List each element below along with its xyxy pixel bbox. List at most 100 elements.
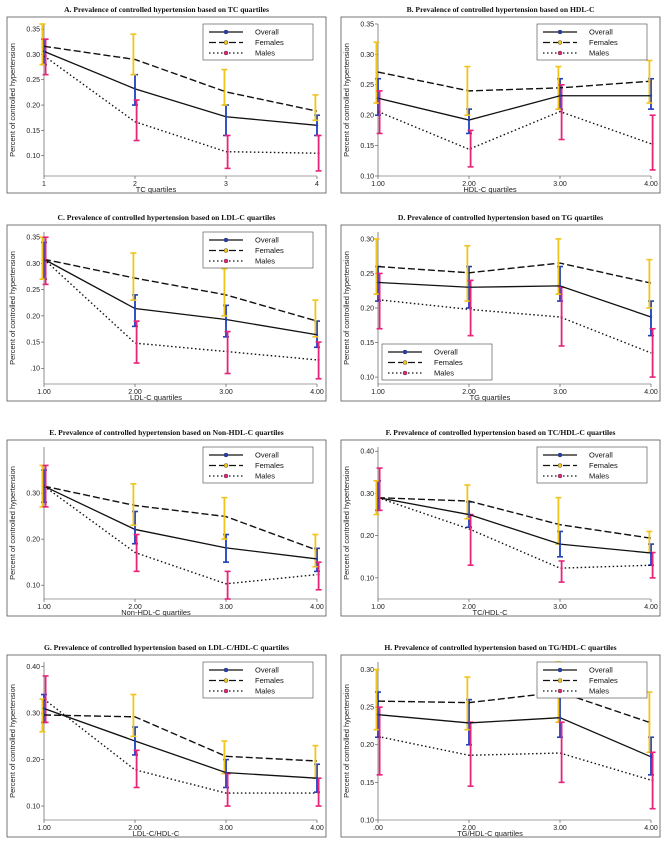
- chart-panel-f: F. Prevalence of controlled hypertension…: [340, 428, 661, 617]
- series-line-males: [43, 698, 317, 794]
- legend-label-males: Males: [255, 49, 275, 58]
- data-point-males: [226, 791, 229, 795]
- data-point-overall: [558, 716, 562, 719]
- data-point-males: [317, 152, 320, 155]
- legend-marker-overall: [557, 667, 563, 673]
- x-tick-label: 1: [42, 181, 46, 188]
- legend-label-overall: Overall: [255, 451, 279, 460]
- y-tick-label: 0.25: [360, 705, 374, 712]
- legend-label-overall: Overall: [589, 666, 613, 675]
- x-axis-label: TG/HDL-C quartiles: [457, 829, 523, 838]
- y-tick-label: 0.20: [26, 537, 40, 544]
- y-tick-label: 0.20: [26, 757, 40, 764]
- data-point-overall: [315, 557, 319, 561]
- x-tick-label: 4.00: [310, 604, 324, 611]
- chart-panel-c: C. Prevalence of controlled hypertension…: [6, 213, 327, 402]
- legend-marker-overall: [223, 237, 229, 243]
- data-point-females: [314, 759, 317, 763]
- data-point-females: [132, 58, 135, 61]
- data-point-males: [135, 341, 138, 345]
- x-tick-label: 1.00: [371, 181, 385, 188]
- x-tick-label: 3.00: [553, 604, 567, 611]
- data-point-females: [223, 90, 226, 94]
- chart-panel-a: A. Prevalence of controlled hypertension…: [6, 5, 327, 194]
- x-axis-label: LDL-C/HDL-C: [133, 829, 180, 838]
- panel-frame: [6, 16, 327, 194]
- legend-label-females: Females: [255, 246, 284, 255]
- legend-label-overall: Overall: [434, 348, 458, 357]
- legend-marker-females: [402, 360, 408, 365]
- x-tick-label: 1.00: [37, 389, 51, 396]
- legend-marker-females: [223, 40, 229, 45]
- y-tick-label: 0.30: [26, 52, 40, 59]
- legend-marker-females: [223, 678, 229, 683]
- y-tick-label: 0.25: [26, 77, 40, 84]
- legend-marker-males: [223, 258, 229, 264]
- panel-title: A. Prevalence of controlled hypertension…: [64, 5, 269, 14]
- y-tick-label: 0.10: [26, 583, 40, 590]
- chart-panel-h: H. Prevalence of controlled hypertension…: [340, 643, 661, 838]
- legend-marker-males: [223, 688, 229, 694]
- y-tick-label: 0.35: [26, 26, 40, 33]
- y-tick-label: 0.30: [26, 711, 40, 718]
- y-axis-label: Percent of controlled hypertension: [8, 684, 17, 798]
- legend-label-males: Males: [255, 257, 275, 266]
- data-point-males: [226, 582, 229, 585]
- y-tick-label: 0.30: [360, 236, 374, 243]
- data-point-females: [557, 86, 560, 90]
- data-point-overall: [315, 124, 319, 127]
- data-point-females: [132, 715, 135, 719]
- data-point-overall: [467, 286, 471, 289]
- data-point-females: [132, 276, 135, 280]
- y-axis-label: Percent of controlled hypertension: [342, 466, 351, 580]
- x-tick-label: 3.00: [219, 604, 233, 611]
- data-point-overall: [467, 721, 471, 725]
- data-point-females: [41, 45, 44, 48]
- y-tick-label: 0.10: [360, 173, 374, 180]
- chart-panel-e: E. Prevalence of controlled hypertension…: [6, 428, 327, 617]
- data-point-males: [135, 551, 138, 554]
- series-line-overall: [377, 714, 652, 758]
- legend-label-males: Males: [255, 687, 275, 696]
- series-line-males: [43, 258, 318, 361]
- series-line-females: [43, 714, 318, 762]
- panel-frame: [340, 224, 661, 402]
- data-point-females: [41, 258, 44, 261]
- x-tick-label: 2.00: [462, 604, 476, 611]
- x-axis-label: HDL-C quartiles: [463, 185, 517, 194]
- data-point-males: [226, 150, 229, 153]
- legend-label-females: Females: [255, 676, 284, 685]
- x-tick-label: 1.00: [37, 825, 51, 832]
- series-line-females: [377, 262, 652, 284]
- series-line-males: [377, 110, 652, 151]
- chart-panel-d: D. Prevalence of controlled hypertension…: [340, 213, 661, 402]
- data-point-males: [378, 735, 381, 738]
- panel-frame: [340, 439, 661, 617]
- legend-label-overall: Overall: [255, 28, 279, 37]
- series-line-overall: [43, 485, 318, 560]
- legend-label-females: Females: [589, 461, 618, 470]
- data-point-females: [375, 496, 378, 499]
- data-point-overall: [649, 551, 653, 555]
- x-tick-label: 2.00: [462, 181, 476, 188]
- x-tick-label: 3.00: [219, 825, 233, 832]
- legend-marker-males: [223, 50, 229, 56]
- data-point-males: [378, 298, 381, 301]
- data-point-overall: [467, 513, 471, 516]
- x-axis-label: LDL-C quartiles: [130, 393, 182, 402]
- x-tick-label: 3.00: [219, 389, 233, 396]
- series-line-males: [43, 485, 318, 585]
- data-point-males: [469, 527, 472, 531]
- x-tick-label: 1.00: [371, 389, 385, 396]
- x-tick-label: 2.00: [462, 825, 476, 832]
- data-point-overall: [224, 318, 228, 321]
- data-point-females: [466, 499, 469, 503]
- data-point-females: [223, 755, 226, 758]
- data-point-overall: [558, 284, 562, 288]
- x-tick-label: 4.00: [310, 389, 324, 396]
- x-axis-label: Non-HDL-C quartiles: [121, 608, 191, 617]
